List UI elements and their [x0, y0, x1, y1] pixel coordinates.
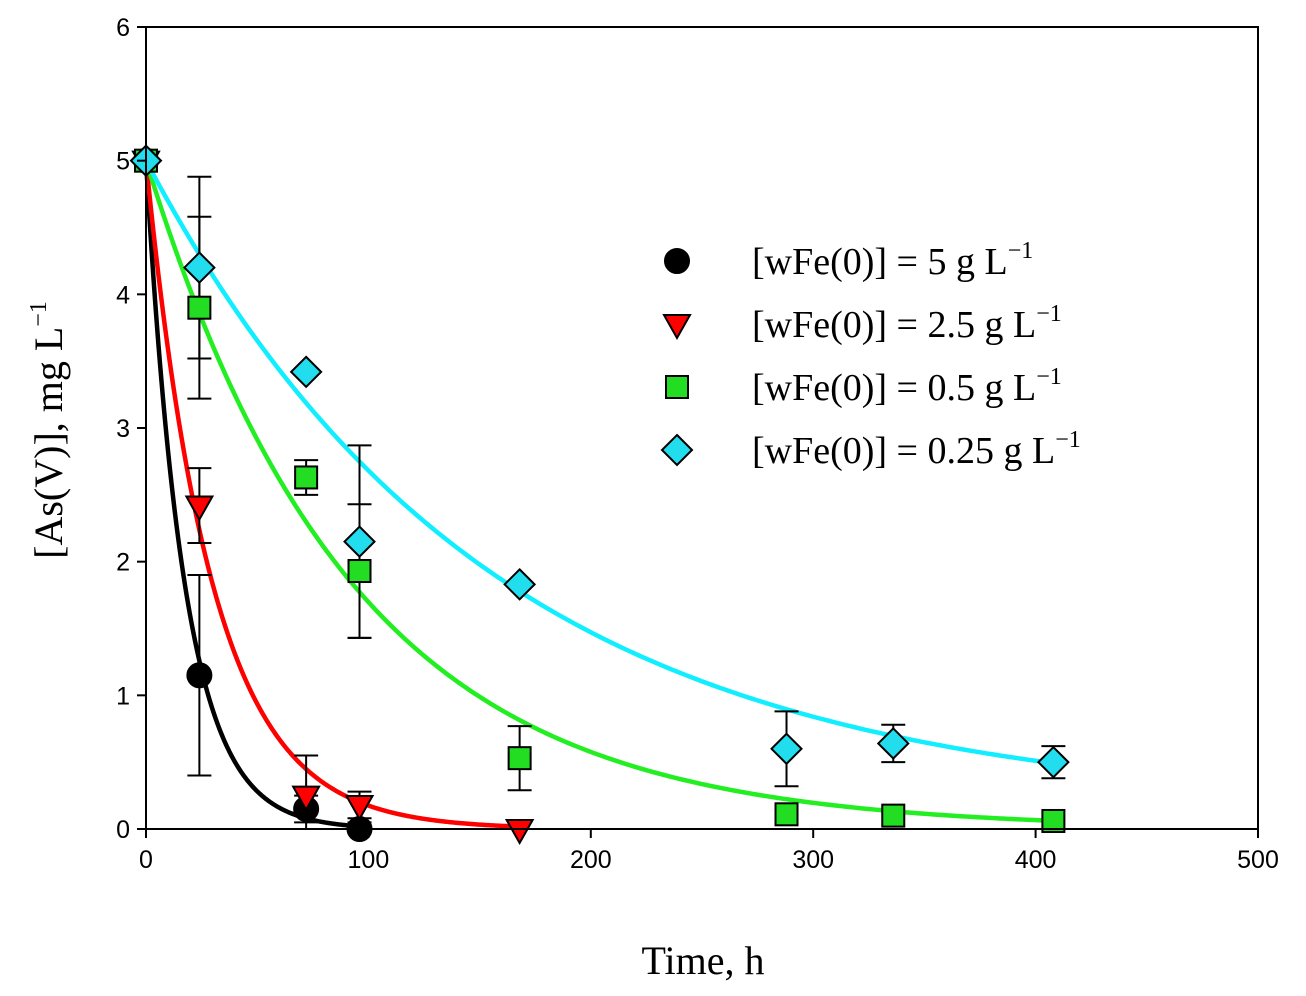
data-point	[881, 803, 906, 828]
axes: 0 100 200 300 400 500 0 1 2 3 4 5 6	[116, 14, 1279, 874]
legend-label: [wFe(0)] = 2.5 g L−1	[752, 301, 1062, 346]
y-axis-title: [As(V)], mg L−1	[26, 301, 71, 559]
data-point	[347, 559, 372, 584]
y-tick-label: 4	[116, 281, 130, 309]
y-tick-label: 2	[116, 549, 130, 577]
data-point	[291, 785, 321, 812]
data-point	[504, 819, 535, 846]
data-point	[507, 746, 532, 771]
legend-label: [wFe(0)] = 0.5 g L−1	[752, 364, 1062, 409]
fit-curve	[143, 160, 360, 829]
data-point	[187, 295, 212, 320]
data-point	[294, 465, 319, 490]
y-tick-label: 1	[116, 682, 130, 710]
data-point	[503, 567, 537, 601]
data-point	[184, 495, 215, 522]
legend-label-sup: −1	[1055, 427, 1081, 453]
legend-label-sup: −1	[1036, 364, 1062, 390]
legend-marker	[664, 248, 690, 274]
data-point	[1036, 745, 1070, 779]
data-point	[182, 251, 216, 285]
data-point	[876, 727, 910, 760]
legend-label: [wFe(0)] = 0.25 g L−1	[752, 427, 1081, 472]
y-axis-title-main: [As(V)], mg L	[26, 327, 71, 559]
data-point	[1041, 808, 1066, 833]
plot-frame	[145, 26, 1259, 830]
y-tick-label: 3	[116, 415, 130, 443]
y-axis-title-sup: −1	[26, 301, 52, 327]
x-tick-label: 200	[570, 846, 612, 874]
legend-label-main: [wFe(0)] = 0.5 g L	[752, 367, 1036, 409]
x-tick-label: 500	[1237, 846, 1279, 874]
legend-label-main: [wFe(0)] = 0.25 g L	[752, 430, 1055, 472]
plot-area	[129, 144, 1070, 846]
x-tick-label: 300	[792, 846, 834, 874]
data-point	[770, 732, 803, 766]
data-point	[343, 525, 376, 559]
legend-label-sup: −1	[1036, 301, 1062, 327]
legend-label-sup: −1	[1008, 238, 1034, 264]
x-tick-label: 100	[348, 846, 390, 874]
legend-marker	[662, 314, 692, 341]
legend-label-main: [wFe(0)] = 5 g L	[752, 241, 1008, 283]
data-point	[289, 355, 323, 389]
y-tick-label: 6	[116, 14, 130, 42]
data-point	[774, 802, 799, 827]
legend: [wFe(0)] = 5 g L−1[wFe(0)] = 2.5 g L−1[w…	[660, 238, 1081, 472]
legend-marker	[665, 375, 689, 399]
legend-label-main: [wFe(0)] = 2.5 g L	[752, 304, 1036, 346]
legend-marker	[660, 433, 694, 467]
data-point	[344, 794, 375, 821]
legend-label: [wFe(0)] = 5 g L−1	[752, 238, 1033, 283]
data-point	[186, 662, 213, 689]
fit-curve	[143, 160, 520, 829]
x-tick-label: 0	[139, 846, 153, 874]
y-tick-label: 0	[116, 816, 130, 844]
x-axis-title: Time, h	[641, 938, 764, 983]
y-tick-label: 5	[116, 148, 130, 176]
x-tick-label: 400	[1015, 846, 1057, 874]
